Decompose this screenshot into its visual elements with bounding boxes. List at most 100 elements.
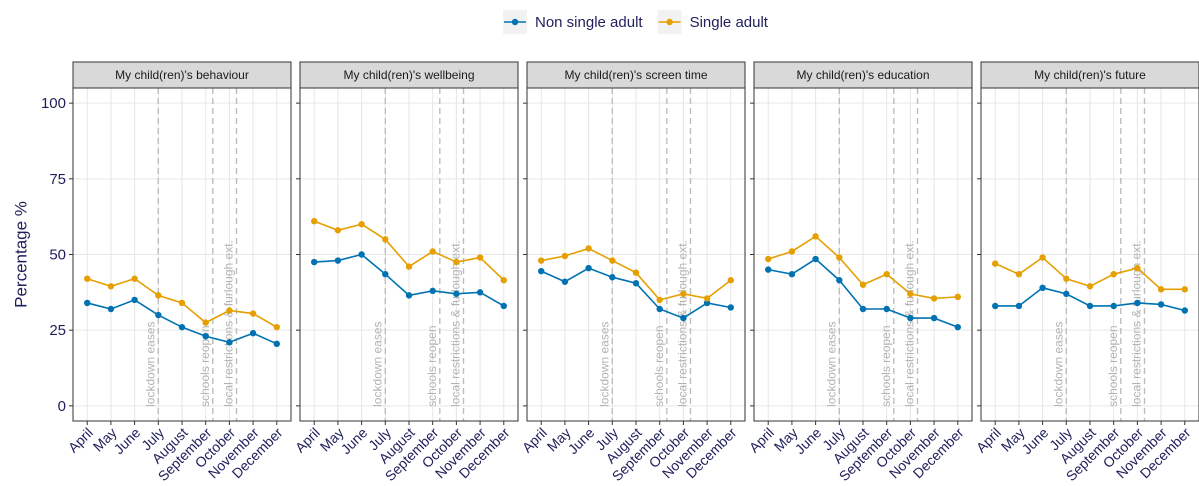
facet-strip [753,61,973,89]
facet-title: My child(ren)'s education [796,68,929,82]
data-point [585,264,592,272]
data-point [954,293,961,301]
data-point [727,277,734,284]
data-point [1181,307,1188,314]
data-point [1063,290,1070,298]
data-point [930,314,938,322]
data-point [1015,270,1023,278]
data-point [429,248,436,255]
x-tick-label: April [519,424,550,455]
panel-border [526,87,746,422]
data-point [84,275,91,282]
data-point [178,323,186,331]
data-point [765,266,772,273]
data-point [1157,286,1165,293]
data-point [680,290,687,298]
data-point [178,299,186,307]
facet-strip [299,61,519,89]
data-point [334,257,342,264]
data-point [859,281,867,288]
data-point [538,257,545,264]
data-point [1110,302,1117,310]
data-point [429,287,436,295]
data-point [992,302,999,310]
data-point [609,274,616,281]
data-point [131,275,138,282]
data-point [703,299,711,307]
annotation-label: local restrictions & furlough ext. [676,240,690,407]
data-point [249,330,257,337]
data-point [609,257,616,264]
annotation-label: lockdown eases [1051,321,1065,406]
data-point [727,304,734,311]
data-point [992,260,999,267]
data-point [500,277,507,284]
x-tick-label: April [65,424,96,455]
data-point [405,292,413,299]
facet-strip [72,61,292,89]
legend-key-point [511,18,519,26]
x-tick-label: April [292,424,323,455]
data-point [1039,284,1046,291]
data-point [155,311,162,319]
data-point [954,323,961,331]
data-point [561,278,569,285]
data-point [226,307,233,314]
data-point [538,267,545,275]
data-point [131,296,138,304]
data-point [632,269,640,276]
annotation-label: lockdown eases [824,321,838,406]
y-tick-label: 100 [41,95,66,112]
data-point [907,314,914,322]
data-point [500,302,507,310]
data-point [1134,264,1141,272]
annotation-label: lockdown eases [143,321,157,406]
data-point [788,270,796,278]
panel-border [72,87,292,422]
data-point [1039,254,1046,261]
y-tick-label: 75 [49,171,66,188]
data-point [358,221,365,228]
data-point [656,305,663,313]
data-point [1181,286,1188,293]
facet-title: My child(ren)'s behaviour [115,68,249,82]
data-point [1015,302,1023,310]
annotation-label: schools reopen [425,325,439,406]
data-point [273,340,280,348]
data-point [812,255,819,263]
annotation-label: lockdown eases [597,321,611,406]
data-point [311,258,318,266]
panel-border [980,87,1199,422]
data-point [226,339,233,346]
data-point [311,218,318,225]
annotation-label: schools reopen [1106,325,1120,406]
data-point [883,270,890,278]
y-axis-title: Percentage % [11,201,30,308]
data-point [883,305,890,313]
data-point [202,333,209,340]
data-point [476,254,484,261]
data-point [382,236,389,243]
data-point [202,319,209,326]
facet-strip [526,61,746,89]
y-tick-label: 25 [49,322,66,339]
data-point [930,295,938,302]
legend-label: Single adult [690,14,769,31]
annotation-label: local restrictions & furlough ext. [903,240,917,407]
data-point [453,290,460,298]
data-point [1086,302,1094,310]
data-point [836,254,843,261]
y-tick-label: 0 [58,398,66,415]
data-point [273,323,280,331]
data-point [249,310,257,317]
y-tick-label: 50 [49,246,66,263]
data-point [107,305,115,313]
facet-title: My child(ren)'s future [1034,68,1146,82]
annotation-label: local restrictions & furlough ext. [222,240,236,407]
x-tick-label: April [746,424,777,455]
data-point [358,251,365,258]
data-point [788,248,796,255]
panel-border [753,87,973,422]
data-point [632,280,640,287]
